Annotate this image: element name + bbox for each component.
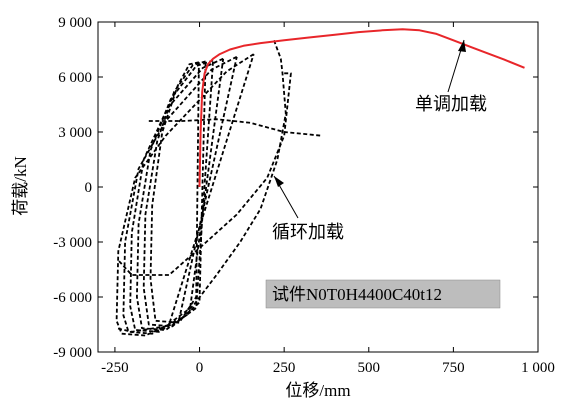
cyclic-arrowhead	[274, 176, 284, 187]
cyclic-loop-5	[122, 55, 238, 335]
cyclic-label: 循环加载	[272, 222, 344, 242]
series-layer	[115, 28, 525, 337]
monotonic-annotation: 单调加载	[415, 39, 487, 114]
plot-axes	[97, 21, 539, 353]
cyclic-loop-6	[115, 53, 255, 337]
y-tick-label: -3 000	[53, 235, 92, 251]
y-tick-label: 9 000	[58, 15, 92, 31]
x-tick-label: 0	[196, 360, 204, 376]
cyclic-loop-2	[142, 60, 207, 328]
x-tick-label: 250	[273, 360, 296, 376]
y-tick-label: 3 000	[58, 125, 92, 141]
cyclic-loop-7	[116, 39, 287, 333]
tick-labels: -250 0 250 500 750 1 000 -9 000 -6 000 -3 000 0 3 …	[53, 15, 555, 376]
monotonic-arrowhead	[458, 40, 466, 52]
y-tick-label: 0	[85, 180, 93, 196]
x-tick-label: 750	[442, 360, 465, 376]
cyclic-loop-8	[117, 72, 292, 276]
cyclic-loop-9	[148, 118, 322, 137]
cyclic-loop-1	[149, 61, 200, 324]
specimen-label-box: 试件N0T0H4400C40t12	[265, 279, 501, 309]
y-tick-label: -6 000	[53, 290, 92, 306]
y-axis-label: 荷载/kN	[11, 156, 30, 216]
x-axis-label: 位移/mm	[285, 381, 350, 400]
x-tick-label: 500	[358, 360, 381, 376]
x-tick-label: -250	[101, 360, 129, 376]
y-tick-label: 6 000	[58, 70, 92, 86]
cyclic-annotation: 循环加载	[272, 175, 344, 242]
y-tick-label: -9 000	[53, 345, 92, 361]
x-tick-label: 1 000	[521, 360, 555, 376]
specimen-label-bg	[265, 279, 501, 309]
monotonic-label: 单调加载	[415, 94, 487, 114]
specimen-label: 试件N0T0H4400C40t12	[272, 285, 442, 304]
monotonic-curve	[198, 28, 525, 188]
